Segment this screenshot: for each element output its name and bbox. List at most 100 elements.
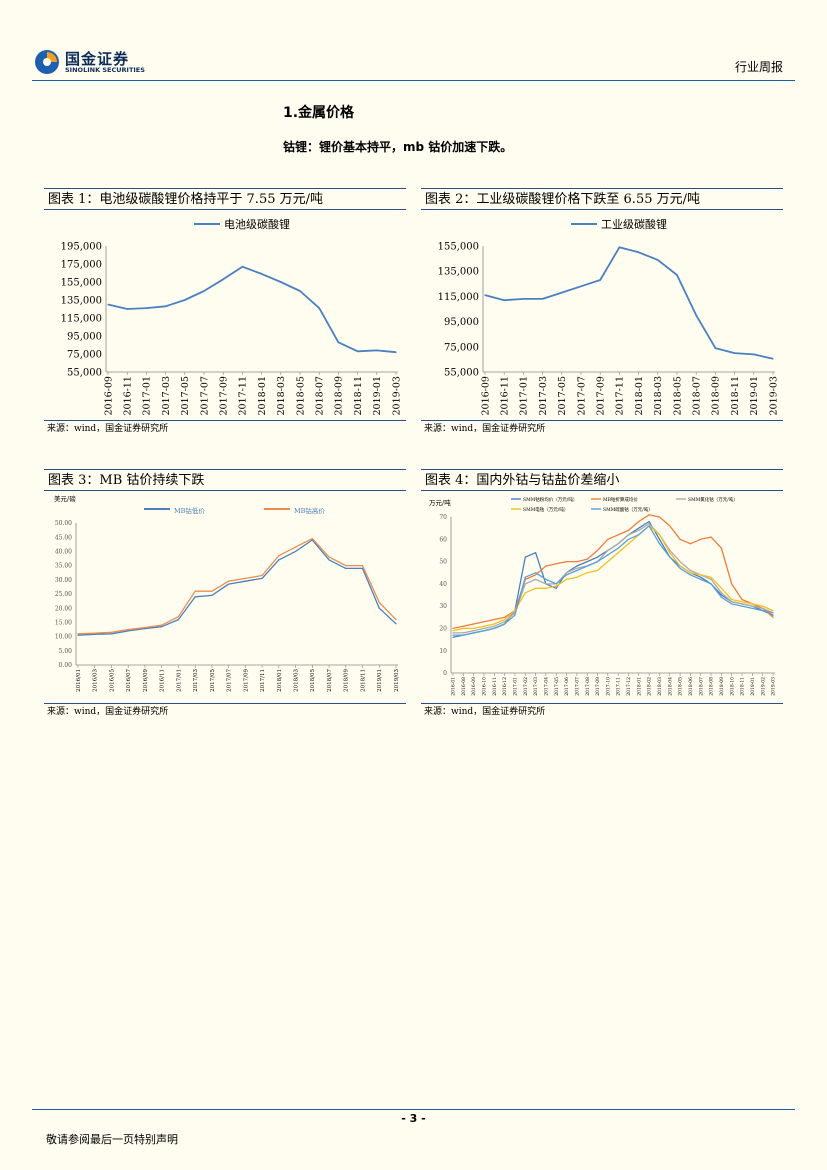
x-tick-label: 2017-03: [538, 376, 549, 415]
figure-2-chart: 55,000 75,000 95,000 115,000 135,000 155,000 2…: [438, 217, 780, 415]
y-tick-label: 75,000: [67, 350, 102, 361]
y-tick-label: 20.00: [55, 605, 72, 612]
data-point: [617, 547, 619, 549]
data-point: [669, 556, 671, 558]
data-point: [731, 603, 733, 605]
data-point: [184, 299, 186, 301]
y-unit-label: 万元/吨: [429, 498, 451, 507]
data-point: [720, 547, 722, 549]
data-point: [689, 572, 691, 574]
x-tick-label: 2016/01: [76, 669, 82, 692]
x-tick-label: 2018-05: [672, 376, 683, 415]
x-tick-label: 2019-03: [771, 677, 777, 696]
data-point: [689, 574, 691, 576]
data-point: [627, 543, 630, 545]
data-point: [576, 565, 578, 567]
data-point: [107, 303, 109, 306]
x-tick-label: 2016-11: [492, 677, 498, 696]
x-tick-label: 2017-02: [523, 677, 529, 696]
data-point: [648, 514, 650, 516]
x-tick-label: 2017/09: [243, 669, 249, 692]
data-point: [599, 279, 601, 281]
data-point: [669, 525, 671, 527]
data-point: [524, 556, 526, 558]
data-point: [94, 633, 96, 635]
data-point: [261, 273, 263, 275]
data-point: [617, 552, 619, 554]
data-point: [561, 292, 563, 294]
data-point: [503, 299, 505, 301]
x-tick-label: 2018-07: [315, 376, 326, 415]
figure-4-source: 来源：wind，国金证券研究所: [421, 703, 783, 719]
data-point: [710, 536, 712, 538]
legend-label: MB钴折算成均价: [603, 496, 638, 503]
data-point: [473, 623, 475, 625]
y-tick-label: 155,000: [438, 242, 479, 253]
data-point: [483, 625, 485, 627]
x-tick-label: 2019-02: [760, 677, 766, 696]
x-tick-label: 2016/09: [143, 669, 149, 692]
data-point: [504, 621, 506, 623]
x-tick-label: 2017-09: [596, 376, 607, 415]
data-point: [734, 352, 736, 354]
y-tick-label: 45.00: [55, 534, 72, 541]
legend-label: MB钴高价: [294, 506, 325, 515]
data-point: [710, 576, 712, 578]
data-point: [607, 554, 609, 556]
data-point: [679, 565, 681, 567]
x-tick-label: 2018-09: [334, 376, 345, 415]
footer-divider: [32, 1109, 795, 1110]
data-point: [741, 598, 743, 601]
data-point: [493, 623, 495, 625]
figure-3-title: 图表 3：MB 钴价持续下跌: [44, 469, 406, 491]
y-tick-label: 30: [439, 603, 447, 610]
data-point: [762, 610, 764, 612]
data-point: [535, 578, 537, 580]
figure-4-chart: 万元/吨 0 10 20 30 40 50 60 70 2016-01 2016-08 2016-09…: [429, 496, 777, 696]
x-tick-label: 2018-06: [688, 677, 694, 696]
x-tick-label: 2017-05: [554, 677, 560, 696]
data-point: [504, 616, 506, 618]
x-tick-label: 2017-11: [615, 376, 626, 415]
y-tick-label: 0: [443, 670, 447, 677]
data-point: [700, 578, 702, 580]
x-tick-label: 2018-07: [698, 677, 704, 696]
y-tick-label: 115,000: [438, 292, 479, 303]
y-tick-label: 5.00: [59, 648, 73, 655]
data-point: [483, 627, 485, 629]
y-tick-label: 10: [439, 648, 447, 655]
x-tick-label: 2017-04: [543, 677, 549, 696]
y-tick-label: 10.00: [55, 634, 72, 641]
data-point: [700, 538, 702, 540]
data-point: [741, 601, 743, 603]
data-point: [762, 605, 764, 607]
data-point: [695, 314, 697, 316]
data-point: [473, 632, 475, 634]
x-tick-label: 2016-09: [471, 677, 477, 696]
x-tick-label: 2017-09: [595, 677, 601, 696]
legend-label: SMM钴粉均价（万元/吨）: [523, 496, 577, 503]
footer-disclaimer: 敬请参阅最后一页特别声明: [46, 1133, 178, 1146]
series-line: [453, 523, 774, 634]
data-point: [483, 630, 485, 632]
x-tick-label: 2019-01: [749, 376, 760, 415]
y-tick-label: 30.00: [55, 577, 72, 584]
data-point: [638, 251, 640, 253]
data-point: [376, 349, 378, 351]
series-line: [452, 525, 774, 632]
data-point: [753, 353, 755, 355]
data-point: [627, 529, 630, 531]
data-point: [145, 307, 147, 309]
y-tick-label: 55,000: [67, 368, 102, 379]
x-tick-label: 2017-01: [142, 376, 153, 415]
data-point: [77, 633, 79, 635]
series-line: [453, 525, 774, 636]
data-point: [731, 598, 733, 601]
data-point: [452, 630, 454, 632]
x-tick-label: 2018/05: [310, 669, 316, 692]
data-point: [679, 538, 681, 540]
data-point: [679, 561, 681, 563]
x-tick-label: 2018-04: [667, 677, 673, 696]
data-point: [244, 577, 246, 579]
data-point: [452, 636, 454, 638]
